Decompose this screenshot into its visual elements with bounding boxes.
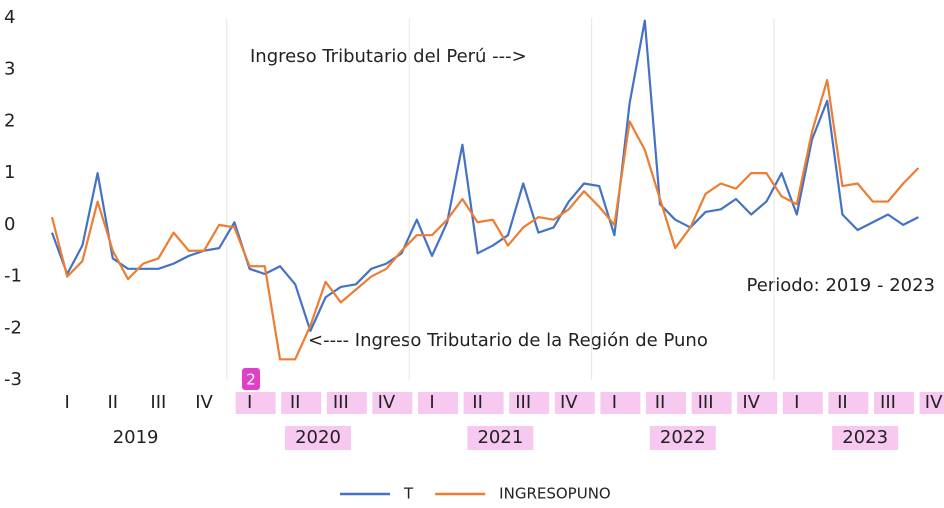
x-tick-label: II [472, 392, 483, 413]
annotation: <---- Ingreso Tributario de la Región de… [308, 330, 708, 351]
highlight [285, 426, 351, 450]
highlight [235, 392, 276, 414]
badge: 2 [246, 371, 256, 389]
x-tick-label: I [429, 392, 434, 413]
highlight [646, 392, 686, 414]
x-tick-label: III [150, 392, 166, 413]
x-tick-label: I [612, 392, 617, 413]
y-tick-label: 0 [4, 214, 15, 235]
highlight [782, 392, 823, 414]
x-tick-label: II [655, 392, 666, 413]
x-tick-label: II [107, 392, 118, 413]
x-tick-label: I [794, 392, 799, 413]
highlight [737, 392, 778, 414]
annotation: Ingreso Tributario del Perú ---> [250, 46, 527, 67]
year-label: 2019 [113, 427, 159, 448]
year-label: 2020 [295, 427, 341, 448]
highlight [418, 392, 458, 414]
y-tick-label: 4 [4, 7, 15, 28]
highlight [828, 392, 869, 414]
x-tick-label: IV [742, 392, 760, 413]
highlight [467, 426, 534, 450]
y-tick-label: -1 [4, 266, 22, 287]
x-tick-label: I [247, 392, 252, 413]
y-tick-label: 3 [4, 59, 15, 80]
legend-label: INGRESOPUNO [499, 485, 611, 503]
legend-label: T [403, 485, 414, 503]
highlight [554, 392, 595, 414]
highlight [600, 392, 641, 414]
highlight [509, 392, 550, 414]
highlight [281, 392, 322, 414]
series-line [50, 19, 919, 332]
x-tick-label: IV [195, 392, 213, 413]
x-tick-label: III [333, 392, 349, 413]
year-label: 2023 [842, 427, 888, 448]
annotation: Periodo: 2019 - 2023 [747, 275, 935, 296]
highlight [691, 392, 732, 414]
x-tick-label: I [65, 392, 70, 413]
x-tick-label: III [515, 392, 531, 413]
x-tick-label: IV [378, 392, 396, 413]
x-tick-label: III [698, 392, 714, 413]
x-tick-label: IV [560, 392, 578, 413]
x-tick-label: II [837, 392, 848, 413]
highlight [372, 392, 413, 414]
badge-box [242, 368, 260, 390]
year-label: 2021 [477, 427, 523, 448]
highlight [326, 392, 367, 414]
x-tick-label: II [290, 392, 301, 413]
y-tick-label: -3 [4, 369, 22, 390]
highlight [874, 392, 914, 414]
highlight [649, 426, 716, 450]
y-tick-label: 2 [4, 110, 15, 131]
x-tick-label: III [880, 392, 896, 413]
y-tick-label: 1 [4, 162, 15, 183]
x-tick-label: IV [925, 392, 943, 413]
highlight [919, 392, 944, 414]
year-label: 2022 [660, 427, 706, 448]
series-line [50, 78, 920, 361]
highlight [832, 426, 899, 450]
y-tick-label: -2 [4, 317, 22, 338]
highlight [463, 392, 504, 414]
